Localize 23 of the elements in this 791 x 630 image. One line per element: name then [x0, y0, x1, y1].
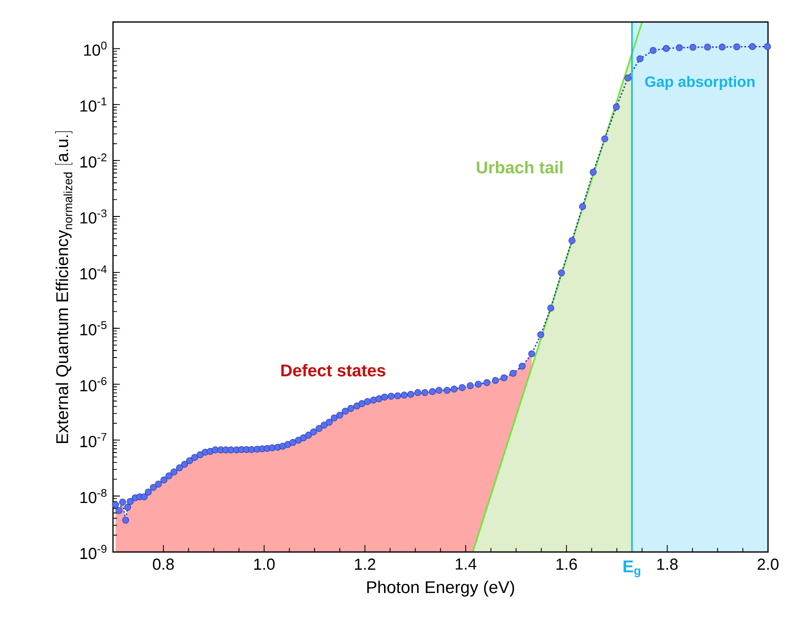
y-tick-label: 10$^{-5}$: [80, 321, 106, 336]
x-tick-label: 2.0: [758, 558, 778, 570]
y-tick-label: 10$^{-7}$: [80, 433, 106, 448]
x-tick-label: 1.4: [456, 558, 476, 570]
band-label: Gap absorption: [645, 76, 754, 90]
x-tick-label: 1.8: [657, 558, 678, 570]
x-tick-label: 1.0: [254, 558, 275, 570]
annotation: Urbach tail: [476, 160, 562, 174]
y-tick-label: 10$^{-2}$: [80, 153, 106, 168]
y-tick-label: 10$^{-9}$: [80, 544, 106, 560]
annotation: Defect states: [281, 364, 386, 376]
y-tick-label: 10$^{-8}$: [80, 488, 106, 504]
x-axis-title: Photon Energy (eV): [367, 580, 514, 597]
y-tick-label: 10$^{-1}$: [80, 98, 106, 112]
y-tick-label: 10$^{-6}$: [80, 377, 106, 392]
x-tick-label: 1.2: [355, 558, 376, 570]
y-tick-label: 10$^{-3}$: [80, 209, 106, 224]
x-tick-label: 1.6: [556, 558, 577, 570]
x-tick-label: 0.8: [152, 558, 174, 570]
y-tick-label: 10$^{0}$: [84, 42, 107, 56]
ref-line-label: $\mathbf{E}_{\mathbf{g}}$: [624, 560, 640, 578]
y-axis-title: $\mathrm{External\ Quantum\ Efficiency}_{\mathrm{normalized}}\ \mathrm{[a.u.]}$: [55, 131, 72, 444]
y-tick-label: 10$^{-4}$: [80, 265, 107, 280]
